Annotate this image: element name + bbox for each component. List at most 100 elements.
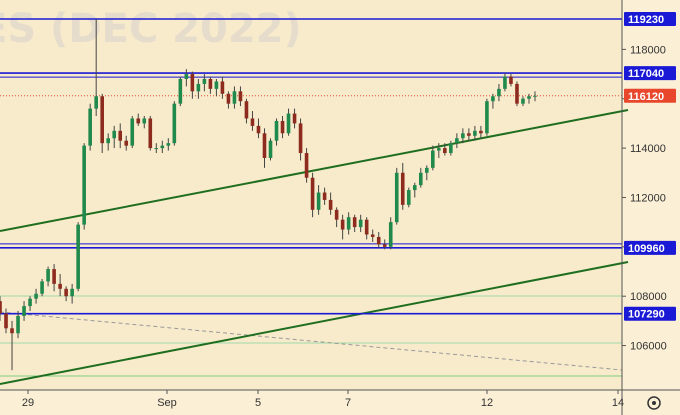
candle-body <box>370 234 375 237</box>
candle-layer <box>0 19 537 371</box>
candle-body <box>238 91 243 102</box>
price-badge <box>624 88 676 103</box>
candle-body <box>406 190 411 205</box>
watermark: ES (DEC 2022) <box>0 6 302 52</box>
candle-body <box>142 118 147 124</box>
candle-body <box>316 192 321 210</box>
price-badge <box>624 306 676 321</box>
candle-body <box>124 140 129 146</box>
candle-body <box>449 143 453 154</box>
candle-body <box>154 148 159 150</box>
candle-body <box>28 298 32 307</box>
candle-body <box>388 222 393 247</box>
candle-body <box>244 101 249 119</box>
candle-body <box>172 103 177 144</box>
candle-body <box>412 185 417 191</box>
candle-body <box>94 96 98 109</box>
price-badges: 119230 117040 109960 107290 116120 <box>624 12 676 321</box>
candle-body <box>503 76 507 89</box>
candle-body <box>214 81 219 89</box>
x-tick-label: 12 <box>481 397 493 409</box>
candle-body <box>58 283 62 289</box>
x-axis: 29 Sep 5 7 12 14 <box>0 389 680 409</box>
candle-body <box>76 224 80 289</box>
candle-body <box>148 118 153 149</box>
y-tick-label: 106000 <box>630 341 667 353</box>
candle-body <box>298 123 303 154</box>
candle-body <box>0 301 2 314</box>
candle-body <box>479 130 483 134</box>
candle-body <box>268 140 273 158</box>
time-axis-background <box>0 390 680 415</box>
candle-body <box>509 76 513 84</box>
price-axis-background <box>622 0 680 415</box>
candle-body <box>521 98 525 104</box>
candle-body <box>515 83 519 104</box>
candle-body <box>220 81 225 94</box>
candle-body <box>400 172 405 205</box>
candle-body <box>340 219 345 230</box>
candle-body <box>196 83 201 92</box>
candle-body <box>202 78 207 84</box>
candle-body <box>382 244 387 247</box>
candle-body <box>10 328 14 334</box>
candle-body <box>334 209 339 220</box>
candle-body <box>461 133 465 139</box>
candle-body <box>497 88 501 97</box>
candle-body <box>52 269 56 284</box>
candle-body <box>352 217 357 228</box>
candle-body <box>166 143 171 146</box>
candle-body <box>22 306 26 316</box>
price-badge <box>624 66 676 81</box>
candle-body <box>262 133 267 158</box>
candle-body <box>40 281 44 294</box>
dashed-trendline <box>0 311 623 371</box>
candle-body <box>473 130 477 136</box>
candle-body <box>322 192 327 200</box>
candle-body <box>82 145 86 225</box>
candle-body <box>136 118 141 124</box>
price-badge-label: 116120 <box>628 91 664 103</box>
candle-body <box>304 153 309 178</box>
price-badge <box>624 240 676 255</box>
candle-body <box>160 145 165 149</box>
candle-body <box>118 130 123 141</box>
y-tick-label: 118000 <box>630 44 666 56</box>
candle-body <box>418 172 423 186</box>
x-tick-label: 5 <box>255 397 261 409</box>
trendline-layer <box>0 109 629 385</box>
candle-body <box>286 113 291 134</box>
candle-body <box>431 150 435 168</box>
candle-body <box>328 199 333 210</box>
x-tick-label: 14 <box>612 397 624 409</box>
lower-trendline <box>0 261 629 385</box>
y-tick-label: 114000 <box>630 143 666 155</box>
x-tick-label: Sep <box>157 397 177 409</box>
candle-body <box>527 96 531 99</box>
price-badge-label: 119230 <box>628 14 664 26</box>
candle-body <box>358 219 363 228</box>
grid-layer <box>0 295 623 377</box>
x-tick-label: 29 <box>22 397 34 409</box>
candle-body <box>64 288 68 297</box>
candle-body <box>34 293 38 299</box>
candle-body <box>112 130 117 139</box>
candle-body <box>376 236 381 245</box>
candle-body <box>455 138 459 144</box>
y-tick-label: 108000 <box>630 291 667 303</box>
price-badge-label: 109960 <box>628 243 665 255</box>
candle-body <box>70 288 74 297</box>
candle-body <box>280 120 285 134</box>
price-badge-label: 107290 <box>628 309 665 321</box>
gear-icon[interactable] <box>647 396 661 410</box>
price-badge-label: 117040 <box>628 68 664 80</box>
candle-body <box>130 118 135 146</box>
candle-body <box>88 108 92 146</box>
candle-body <box>100 96 104 144</box>
price-badge <box>624 12 676 27</box>
candle-body <box>485 101 489 134</box>
y-tick-label: 112000 <box>630 192 666 204</box>
candle-body <box>364 219 369 235</box>
